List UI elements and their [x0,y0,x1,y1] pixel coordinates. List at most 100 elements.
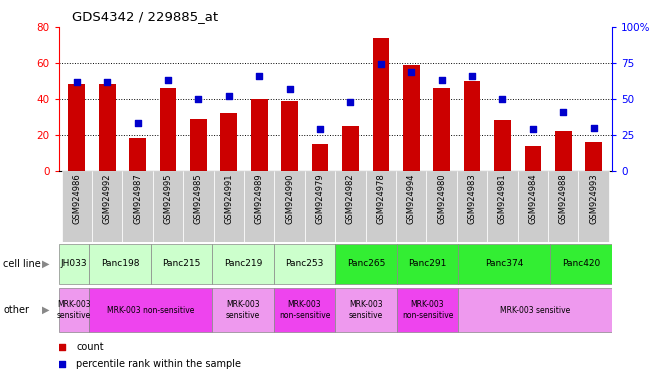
Bar [342,126,359,171]
Bar [183,171,214,242]
Bar [551,244,612,284]
Bar [251,99,268,171]
Bar [130,139,146,171]
Bar [212,244,274,284]
Bar [458,244,551,284]
Text: GSM924991: GSM924991 [225,173,233,223]
Text: GSM924982: GSM924982 [346,173,355,223]
Point [528,126,538,132]
Text: MRK-003 non-sensitive: MRK-003 non-sensitive [107,306,195,314]
Bar [89,288,212,332]
Bar [396,171,426,242]
Text: GSM924988: GSM924988 [559,173,568,224]
Bar [92,171,122,242]
Bar [59,244,89,284]
Bar [244,171,275,242]
Bar [579,171,609,242]
Text: GSM924980: GSM924980 [437,173,446,223]
Point [284,86,295,92]
Text: GDS4342 / 229885_at: GDS4342 / 229885_at [72,10,217,23]
Bar [494,121,511,171]
Text: GSM924989: GSM924989 [255,173,264,223]
Point [193,96,204,102]
Text: other: other [3,305,29,315]
Bar [555,131,572,171]
Bar [68,84,85,171]
Bar [426,171,457,242]
Text: GSM924979: GSM924979 [316,173,325,223]
Text: GSM924990: GSM924990 [285,173,294,223]
Text: ▶: ▶ [42,305,50,315]
Text: GSM924994: GSM924994 [407,173,416,223]
Point [254,73,264,79]
Text: Panc374: Panc374 [485,260,523,268]
Text: MRK-003
sensitive: MRK-003 sensitive [349,300,383,320]
Bar [458,288,612,332]
Bar [274,288,335,332]
Bar [396,288,458,332]
Text: GSM924992: GSM924992 [103,173,112,223]
Point [467,73,477,79]
Point [406,68,417,74]
Bar [518,171,548,242]
Text: Panc219: Panc219 [224,260,262,268]
Bar [221,113,237,171]
Bar [525,146,541,171]
Text: GSM924987: GSM924987 [133,173,142,224]
Text: Panc291: Panc291 [408,260,447,268]
Point [589,124,599,131]
Text: GSM924985: GSM924985 [194,173,203,223]
Bar [396,244,458,284]
Bar [214,171,244,242]
Text: cell line: cell line [3,259,41,269]
Bar [281,101,298,171]
Point [132,120,143,126]
Bar [457,171,488,242]
Bar [312,144,328,171]
Bar [464,81,480,171]
Bar [548,171,579,242]
Text: Panc198: Panc198 [101,260,139,268]
Point [102,79,113,85]
Bar [335,288,396,332]
Bar [434,88,450,171]
Point [57,344,68,349]
Text: Panc265: Panc265 [347,260,385,268]
Bar [62,171,92,242]
Text: GSM924981: GSM924981 [498,173,507,223]
Bar [99,84,116,171]
Point [436,77,447,83]
Point [224,93,234,99]
Bar [585,142,602,171]
Bar [372,38,389,171]
Text: MRK-003
sensitive: MRK-003 sensitive [57,300,91,320]
Text: GSM924986: GSM924986 [72,173,81,224]
Text: Panc420: Panc420 [562,260,600,268]
Text: Panc253: Panc253 [285,260,324,268]
Bar [212,288,274,332]
Bar [190,119,207,171]
Bar [488,171,518,242]
Point [497,96,508,102]
Point [72,79,82,85]
Bar [89,244,151,284]
Text: MRK-003
non-sensitive: MRK-003 non-sensitive [279,300,330,320]
Bar [335,244,396,284]
Text: Panc215: Panc215 [162,260,201,268]
Text: GSM924995: GSM924995 [163,173,173,223]
Point [163,77,173,83]
Bar [305,171,335,242]
Text: JH033: JH033 [61,260,87,268]
Point [376,61,386,68]
Text: MRK-003
non-sensitive: MRK-003 non-sensitive [402,300,453,320]
Point [315,126,326,132]
Text: percentile rank within the sample: percentile rank within the sample [77,359,242,369]
Bar [59,288,89,332]
Bar [274,244,335,284]
Bar [153,171,183,242]
Text: GSM924984: GSM924984 [529,173,537,223]
Point [345,99,355,105]
Point [57,361,68,367]
Bar [366,171,396,242]
Text: GSM924978: GSM924978 [376,173,385,224]
